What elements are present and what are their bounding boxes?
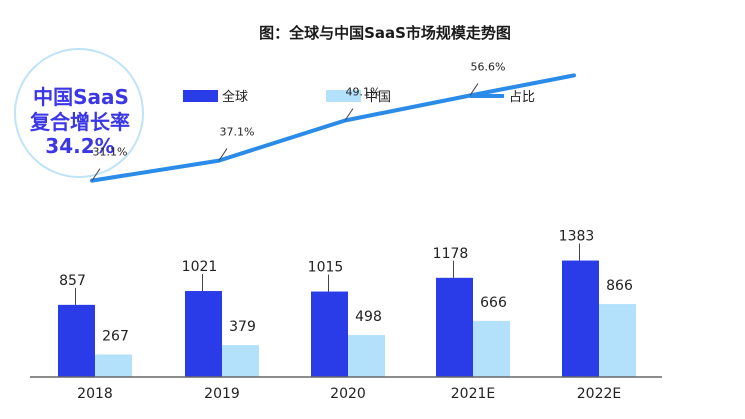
- legend: 全球 中国 占比: [183, 89, 535, 105]
- ratio-line-layer: 31.1% 37.1% 49.1% 56.6%: [90, 60, 576, 183]
- value-label-china-2020: 498: [355, 309, 382, 325]
- legend-label-global: 全球: [222, 89, 248, 105]
- value-label-china-2021E: 666: [480, 295, 507, 311]
- bar-global-2019: [185, 291, 222, 377]
- value-label-global-2018: 857: [59, 273, 86, 289]
- badge-line-1: 中国SaaS: [33, 85, 129, 109]
- badge-circle: [14, 48, 144, 178]
- legend-label-ratio: 占比: [509, 90, 535, 105]
- bar-china-2020: [348, 335, 385, 377]
- value-label-china-2019: 379: [229, 319, 256, 335]
- ratio-label-2021E: 56.6%: [471, 60, 506, 73]
- badge-line-2: 复合增长率: [29, 110, 130, 134]
- value-label-global-2019: 1021: [182, 259, 218, 275]
- badge-line-3: 34.2%: [45, 134, 114, 158]
- chart-title: 图：全球与中国SaaS市场规模走势图: [259, 24, 511, 42]
- leader-ratio-2021E: [469, 83, 479, 96]
- value-label-global-2020: 1015: [308, 260, 344, 276]
- value-label-china-2022E: 866: [606, 278, 633, 294]
- bar-layer: 857 267 1021 379 1015 498 1178 666 1383 866: [58, 229, 636, 377]
- value-label-global-2022E: 1383: [559, 229, 595, 245]
- bar-global-2022E: [562, 260, 599, 377]
- legend-swatch-global: [183, 90, 218, 102]
- value-label-global-2021E: 1178: [433, 246, 469, 262]
- bar-global-2020: [311, 291, 348, 377]
- x-tick-2018: 2018: [77, 386, 113, 402]
- leader-ratio-2020: [344, 108, 354, 121]
- bar-global-2021E: [436, 277, 473, 377]
- x-tick-2021E: 2021E: [451, 386, 495, 402]
- ratio-label-2020: 49.1%: [346, 86, 381, 99]
- legend-swatch-china: [326, 90, 361, 102]
- ratio-label-2018: 31.1%: [93, 146, 128, 159]
- bar-china-2019: [222, 345, 259, 377]
- legend-label-china: 中国: [365, 90, 391, 105]
- growth-badge: 中国SaaS 复合增长率 34.2%: [14, 48, 144, 178]
- x-tick-2019: 2019: [204, 386, 240, 402]
- bar-china-2022E: [599, 304, 636, 377]
- bar-global-2018: [58, 304, 95, 377]
- x-tick-2022E: 2022E: [577, 386, 621, 402]
- bar-china-2021E: [473, 320, 510, 377]
- x-tick-2020: 2020: [330, 386, 366, 402]
- leader-ratio-2018: [91, 168, 101, 181]
- x-axis-ticks: 2018 2019 2020 2021E 2022E: [77, 386, 621, 402]
- bar-china-2018: [95, 354, 132, 377]
- leader-ratio-2019: [218, 148, 228, 161]
- ratio-label-2019: 37.1%: [220, 126, 255, 139]
- value-label-china-2018: 267: [102, 329, 129, 345]
